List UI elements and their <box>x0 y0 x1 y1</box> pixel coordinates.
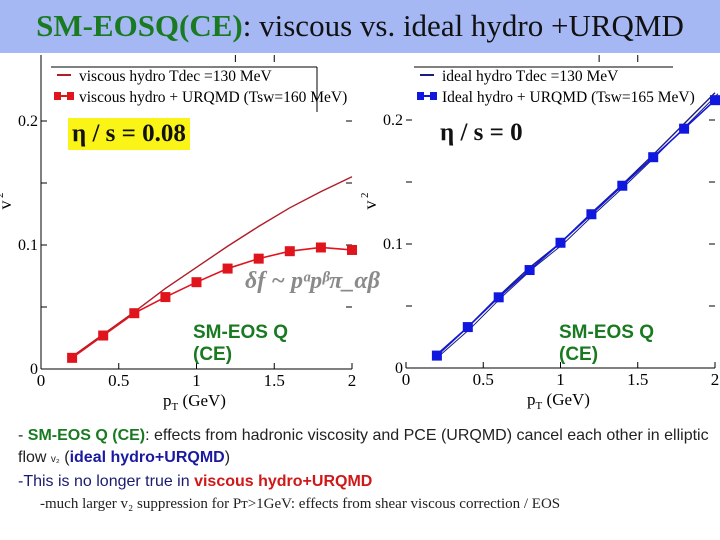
bullet-1-blue: ideal hydro+URQMD <box>69 449 225 466</box>
bullet-list: - SM-EOS Q (CE): effects from hadronic v… <box>18 425 718 515</box>
svg-text:1.5: 1.5 <box>264 371 285 390</box>
svg-text:pT (GeV): pT (GeV) <box>527 390 590 412</box>
svg-text:2: 2 <box>0 193 6 199</box>
bullet-3: -much larger v₂ suppression for Pт>1GeV:… <box>40 496 561 512</box>
svg-text:0: 0 <box>37 371 46 390</box>
title-rest: : viscous vs. ideal hydro +URQMD <box>242 8 684 43</box>
svg-text:0.5: 0.5 <box>108 371 129 390</box>
title-bar <box>0 0 720 53</box>
left-eos-line1: SM-EOS Q <box>193 322 289 343</box>
right-chart: 0 0.5 1 1.5 2 0 0.1 0.2 v 2 pT (GeV) ideal hydro Td… <box>359 55 720 412</box>
svg-text:0.2: 0.2 <box>383 112 403 129</box>
right-eos-label: SM-EOS Q (CE) <box>559 322 654 366</box>
slide-title: SM-EOSQ(CE): viscous vs. ideal hydro +UR… <box>0 8 720 44</box>
svg-text:2: 2 <box>348 371 357 390</box>
bullet-2-text: -This is no longer true in <box>18 473 195 490</box>
bullet-1-green: SM-EOS Q (CE) <box>27 427 146 444</box>
svg-text:1.5: 1.5 <box>627 370 648 389</box>
svg-text:pT (GeV): pT (GeV) <box>163 391 226 413</box>
right-eos-line2: (CE) <box>559 344 599 365</box>
svg-text:1: 1 <box>556 370 565 389</box>
left-eta-label: η / s = 0.08 <box>68 118 190 150</box>
svg-text:v: v <box>360 201 380 210</box>
bullet-1: - SM-EOS Q (CE): effects from hadronic v… <box>18 427 709 466</box>
overlay-formula: δf ~ pᵅpᵝπ_αβ <box>245 268 380 294</box>
svg-text:0.5: 0.5 <box>473 370 494 389</box>
paren-close: ) <box>224 449 231 466</box>
svg-text:0: 0 <box>30 361 38 378</box>
right-eos-line1: SM-EOS Q <box>559 322 655 343</box>
left-eos-line2: (CE) <box>193 344 233 365</box>
svg-text:2: 2 <box>359 193 371 199</box>
charts: 0 0.5 1 1.5 2 0 0.1 0.2 v 2 pT (GeV) viscous hydro … <box>0 55 720 413</box>
svg-text:2: 2 <box>711 370 720 389</box>
svg-text:viscous hydro + URQMD (Tsw=160: viscous hydro + URQMD (Tsw=160 MeV) <box>79 89 347 106</box>
svg-text:1: 1 <box>192 371 201 390</box>
paren-open: ( <box>59 449 70 466</box>
svg-text:0: 0 <box>402 370 411 389</box>
svg-text:0: 0 <box>395 360 403 377</box>
bullet-2-red: viscous hydro+URQMD <box>194 473 373 490</box>
svg-text:Ideal hydro + URQMD (Tsw=165 M: Ideal hydro + URQMD (Tsw=165 MeV) <box>442 89 695 106</box>
svg-text:0.1: 0.1 <box>18 237 38 254</box>
bullet-1-text: : effects from hadronic viscosity and PC… <box>18 427 709 466</box>
svg-text:0.2: 0.2 <box>18 113 38 130</box>
svg-text:0.1: 0.1 <box>383 236 403 253</box>
title-eos: SM-EOSQ(CE) <box>36 8 243 43</box>
svg-text:v: v <box>0 201 15 210</box>
svg-text:ideal hydro Tdec =130 MeV: ideal hydro Tdec =130 MeV <box>442 68 619 85</box>
bullet-1-v2: v₂ <box>50 454 60 465</box>
svg-text:viscous hydro Tdec =130 MeV: viscous hydro Tdec =130 MeV <box>79 68 273 85</box>
left-chart: 0 0.5 1 1.5 2 0 0.1 0.2 v 2 pT (GeV) viscous hydro … <box>0 55 357 413</box>
left-eos-label: SM-EOS Q (CE) <box>193 322 288 366</box>
bullet-2: -This is no longer true in viscous hydro… <box>18 471 718 493</box>
right-eta-label: η / s = 0 <box>440 119 523 146</box>
